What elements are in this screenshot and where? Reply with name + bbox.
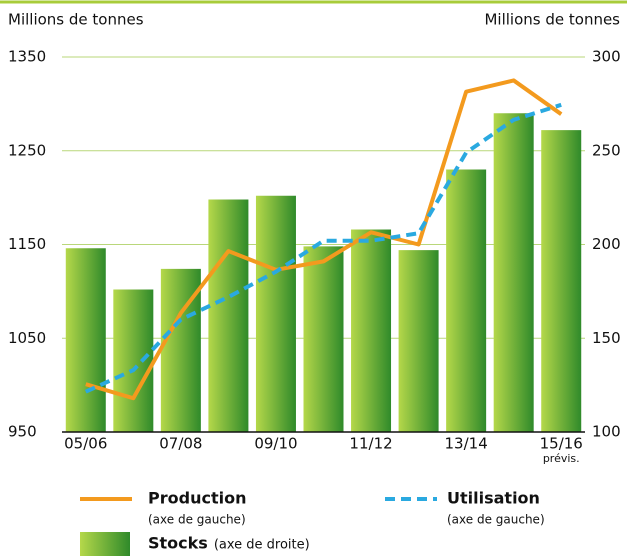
bar: [303, 246, 344, 432]
utilisation-line: [84, 102, 562, 394]
legend-swatch: [80, 532, 130, 556]
bar: [113, 289, 154, 432]
production-line: [85, 78, 563, 401]
bar: [493, 113, 534, 432]
x-tick-label: 07/08: [159, 435, 202, 453]
y2-tick-label: 250: [592, 141, 621, 159]
bar: [541, 130, 582, 432]
x-tick-label: 13/14: [445, 435, 488, 453]
legend-label: Utilisation: [447, 489, 540, 508]
y-tick-label: 1250: [8, 141, 46, 159]
bar: [255, 195, 296, 432]
bar: [446, 169, 487, 432]
legend-note: (axe de droite): [214, 538, 310, 553]
bar: [208, 199, 249, 432]
x-tick-label: 05/06: [64, 435, 107, 453]
legend-note: (axe de gauche): [447, 513, 545, 527]
bar: [65, 248, 106, 432]
y2-tick-label: 150: [592, 329, 621, 347]
y-tick-label: 1050: [8, 329, 46, 347]
legend-label: Production: [148, 489, 246, 508]
y-tick-label: 1150: [8, 235, 46, 253]
legend-label: Stocks: [148, 534, 208, 553]
y-tick-label: 950: [8, 423, 37, 441]
y-tick-label: 1350: [8, 48, 46, 66]
y2-axis-label: Millions de tonnes: [484, 11, 620, 29]
y2-tick-label: 300: [592, 48, 621, 66]
x-tick-label: 09/10: [254, 435, 297, 453]
y2-tick-label: 100: [592, 423, 621, 441]
bar: [351, 229, 392, 432]
bar: [398, 250, 439, 432]
y-axis-label: Millions de tonnes: [8, 11, 144, 29]
legend-note: (axe de gauche): [148, 513, 246, 527]
y2-tick-label: 200: [592, 235, 621, 253]
x-tick-label: 11/12: [349, 435, 392, 453]
x-tick-label: 15/16: [540, 435, 583, 453]
x-note: prévis.: [543, 452, 580, 465]
